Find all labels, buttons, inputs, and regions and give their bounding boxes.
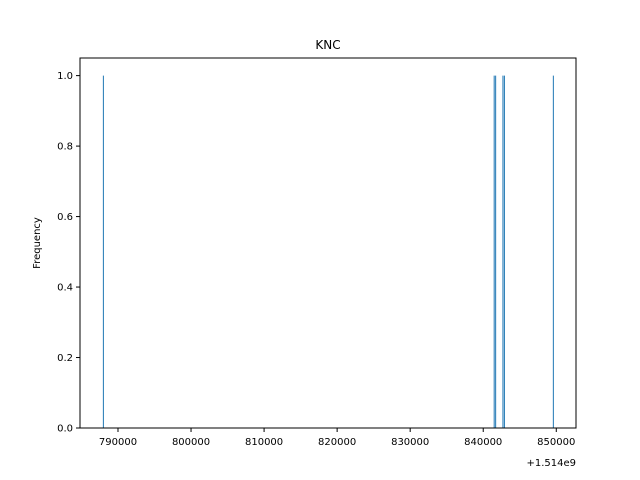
histogram-bar-2 <box>495 75 497 429</box>
x-tick-label: 840000 <box>464 437 502 448</box>
bars-group <box>102 75 554 429</box>
x-tick-label: 850000 <box>537 437 575 448</box>
y-axis-label: Frequency <box>32 217 43 269</box>
y-tick-label: 0.6 <box>57 212 73 223</box>
x-tick-label: 810000 <box>245 437 283 448</box>
x-tick-label: 830000 <box>391 437 429 448</box>
histogram-bar-3 <box>502 75 504 429</box>
y-tick-label: 0.2 <box>57 353 73 364</box>
y-tick-label: 1.0 <box>57 71 73 82</box>
x-tick-label: 820000 <box>318 437 356 448</box>
y-axis: 0.0 0.2 0.4 0.6 0.8 1.0 <box>57 71 80 435</box>
plot-frame <box>79 57 577 429</box>
histogram-bar-5 <box>552 75 554 429</box>
histogram-bar-4 <box>503 75 505 429</box>
y-tick-label: 0.8 <box>57 142 73 153</box>
x-axis: 790000 800000 810000 820000 830000 840000 8500… <box>99 428 575 448</box>
y-tick-label: 0.0 <box>57 424 73 435</box>
x-tick-label: 800000 <box>172 437 210 448</box>
x-tick-label: 790000 <box>99 437 137 448</box>
chart-title: KNC <box>315 38 340 52</box>
x-offset-label: +1.514e9 <box>526 458 576 469</box>
histogram-bar-1 <box>493 75 495 429</box>
histogram-bar-0 <box>102 75 104 429</box>
y-tick-label: 0.4 <box>57 283 73 294</box>
